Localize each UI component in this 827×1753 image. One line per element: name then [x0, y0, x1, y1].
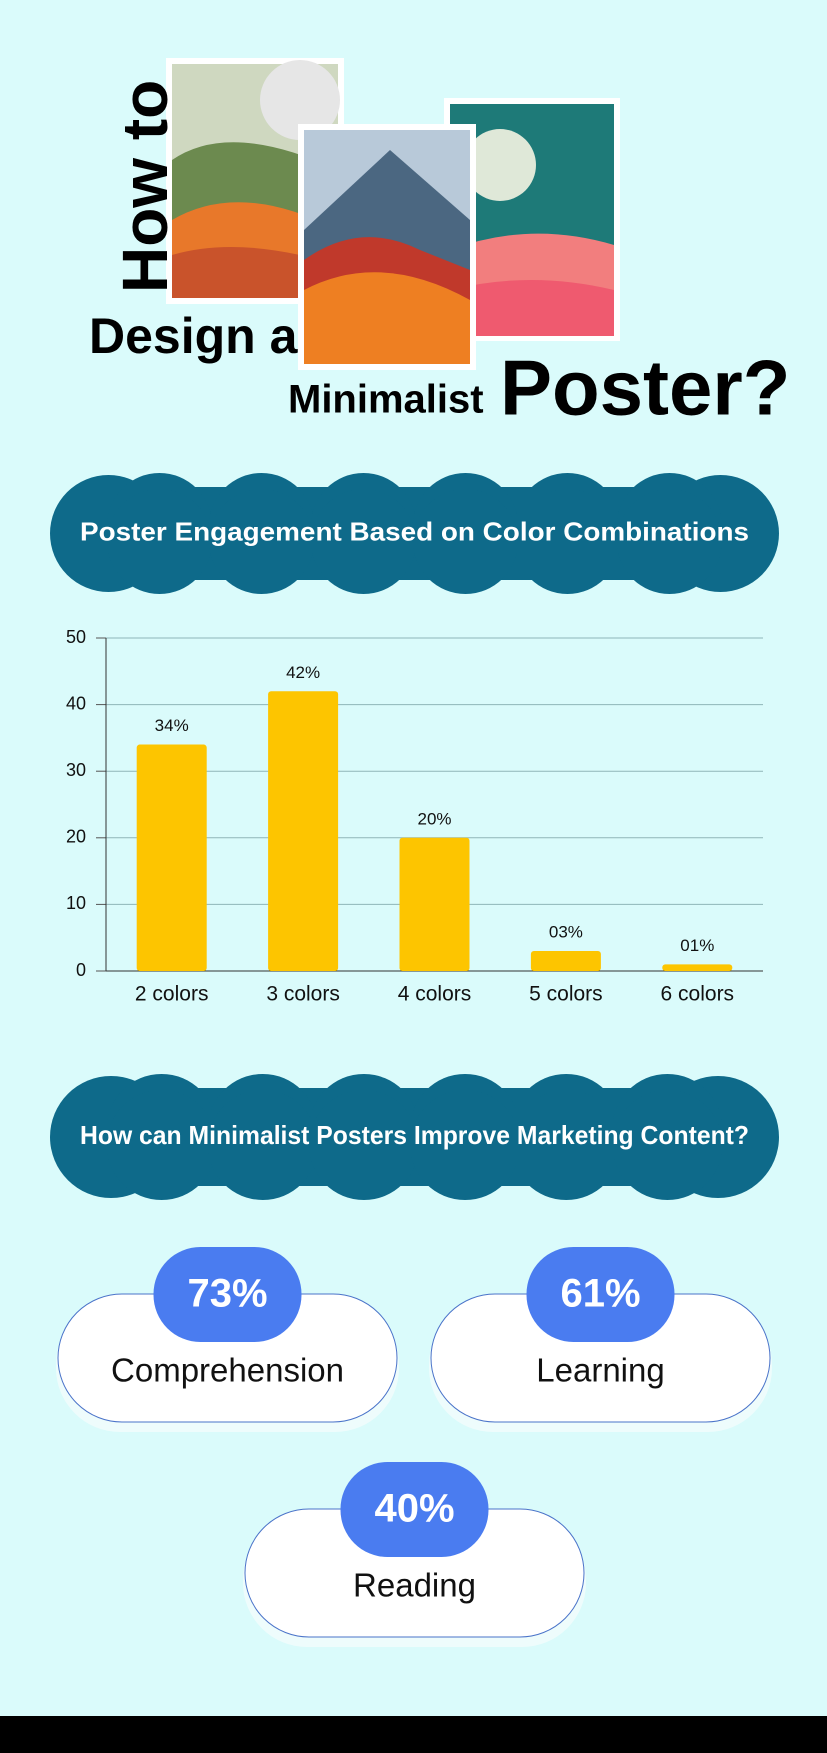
badge	[526, 1247, 675, 1342]
x-tick-label: 2 colors	[135, 983, 209, 1006]
y-tick-label: 20	[66, 827, 86, 847]
banner-bump	[209, 489, 314, 594]
bar	[530, 951, 601, 971]
bar	[268, 691, 339, 971]
bar-chart: 0 10 20 30 40 50 2 colors 34% 3 colors 42% 4 color…	[66, 627, 763, 1006]
banner-bump	[311, 489, 416, 594]
x-tick-label: 5 colors	[529, 983, 603, 1006]
banner-bump	[515, 489, 620, 594]
bar	[136, 744, 207, 971]
banner-title: Poster Engagement Based on Color Combina…	[80, 516, 749, 546]
y-tick-label: 10	[66, 893, 86, 913]
benefit-cards: 73% Comprehension 61% Learning 40% Reading	[56, 1247, 772, 1647]
y-tick-label: 40	[66, 693, 86, 713]
value-label: 34%	[155, 716, 189, 735]
title-line: Minimalist	[288, 378, 484, 422]
value-label: 42%	[286, 663, 320, 682]
banner-bump	[617, 489, 722, 594]
value-label: 20%	[417, 809, 451, 828]
banner-bump	[308, 1090, 419, 1200]
x-tick-label: 3 colors	[266, 983, 340, 1006]
y-tick-label: 0	[76, 960, 86, 980]
badge-value: 73%	[187, 1272, 267, 1316]
banner-bump	[612, 1090, 723, 1200]
poster-art	[166, 58, 620, 370]
banner-title: How can Minimalist Posters Improve Marke…	[80, 1120, 749, 1150]
badge-value: 61%	[560, 1272, 640, 1316]
x-tick-label: 4 colors	[398, 983, 472, 1006]
title-line: Poster?	[500, 344, 790, 432]
banner-bump	[410, 1090, 521, 1200]
banner-bump	[107, 489, 212, 594]
banner-bump	[511, 1090, 622, 1200]
y-tick-label: 30	[66, 760, 86, 780]
section-banner: Poster Engagement Based on Color Combina…	[50, 473, 779, 594]
banner-bump	[207, 1090, 318, 1200]
value-label: 01%	[680, 936, 714, 955]
badge-value: 40%	[374, 1487, 454, 1531]
badge	[340, 1462, 489, 1557]
card-label: Comprehension	[111, 1352, 344, 1389]
title-line: Design a	[89, 308, 299, 364]
banner-bump	[106, 1090, 217, 1200]
footer-bar	[0, 1716, 827, 1753]
x-tick-label: 6 colors	[661, 983, 735, 1006]
card-label: Learning	[536, 1352, 664, 1389]
value-label: 03%	[549, 923, 583, 942]
bar	[399, 837, 470, 971]
card-label: Reading	[353, 1567, 476, 1604]
banner-bump	[413, 489, 518, 594]
badge	[153, 1247, 302, 1342]
y-tick-label: 50	[66, 627, 86, 647]
section-banner: How can Minimalist Posters Improve Marke…	[50, 1074, 779, 1200]
bar	[662, 964, 733, 971]
title-line: How to	[109, 80, 181, 293]
